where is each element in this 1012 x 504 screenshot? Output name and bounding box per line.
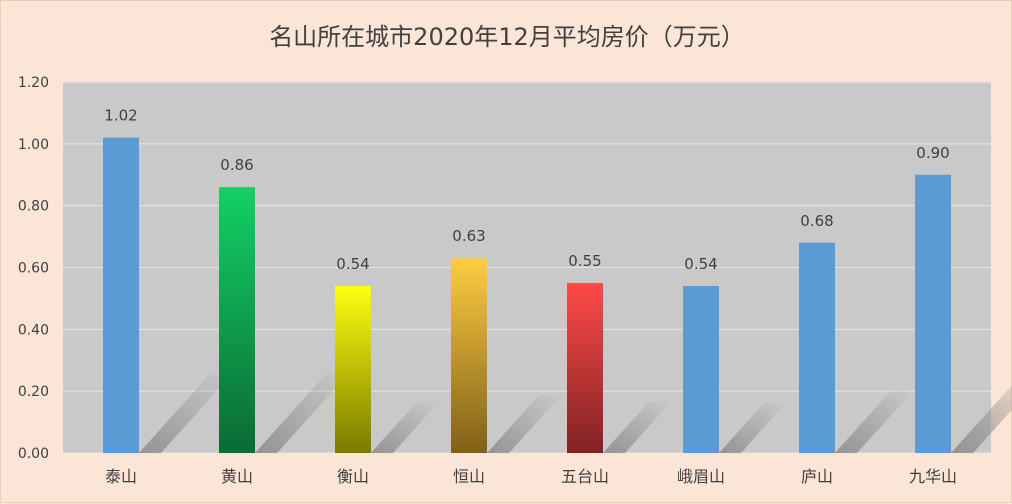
x-tick-label: 衡山 (337, 467, 369, 486)
x-tick-label: 泰山 (105, 467, 137, 486)
bar (103, 137, 139, 453)
bar-shadows (139, 373, 1012, 453)
bar (683, 286, 719, 453)
x-tick-label: 峨眉山 (677, 467, 725, 486)
bar (799, 242, 835, 453)
bar-shadow (835, 389, 914, 453)
data-labels: 1.02 0.86 0.54 0.63 0.55 0.54 0.68 0.90 (104, 107, 949, 273)
bar (335, 286, 371, 453)
data-label: 0.63 (452, 227, 485, 245)
y-tick-label: 0.60 (18, 261, 49, 277)
data-label: 1.02 (104, 107, 137, 125)
x-tick-label: 九华山 (909, 467, 957, 486)
y-tick-label: 0.40 (18, 322, 49, 338)
data-label: 0.86 (220, 156, 253, 174)
bar-shadow (951, 385, 1012, 453)
bar (567, 282, 603, 453)
y-tick-label: 1.00 (18, 137, 49, 153)
bar (219, 187, 255, 453)
bar-shadow (487, 394, 562, 453)
bar-shadow (255, 373, 349, 453)
data-label: 0.90 (916, 144, 949, 162)
y-tick-label: 0.00 (18, 446, 49, 462)
data-label: 0.55 (568, 252, 601, 270)
data-label: 0.68 (800, 212, 833, 230)
x-tick-label: 黄山 (221, 467, 253, 486)
bar-shadow (719, 402, 787, 453)
x-tick-label: 庐山 (801, 467, 833, 486)
data-label: 0.54 (336, 255, 369, 273)
bar-shadow (371, 402, 439, 453)
bar-shadow (139, 373, 233, 453)
chart-title: 名山所在城市2020年12月平均房价（万元） (269, 23, 745, 51)
gridlines (63, 81, 991, 454)
bars (103, 137, 951, 453)
bar-shadow (603, 401, 671, 453)
x-axis-ticks: 泰山 黄山 衡山 恒山 五台山 峨眉山 庐山 九华山 (105, 467, 957, 486)
x-tick-label: 恒山 (453, 467, 485, 486)
bar (451, 258, 487, 453)
y-axis-ticks: 0.00 0.20 0.40 0.60 0.80 1.00 1.20 (18, 75, 49, 462)
x-tick-label: 五台山 (561, 467, 609, 486)
data-label: 0.54 (684, 255, 717, 273)
y-tick-label: 0.20 (18, 384, 49, 400)
y-tick-label: 1.20 (18, 75, 49, 91)
bar (915, 174, 951, 453)
y-tick-label: 0.80 (18, 199, 49, 215)
